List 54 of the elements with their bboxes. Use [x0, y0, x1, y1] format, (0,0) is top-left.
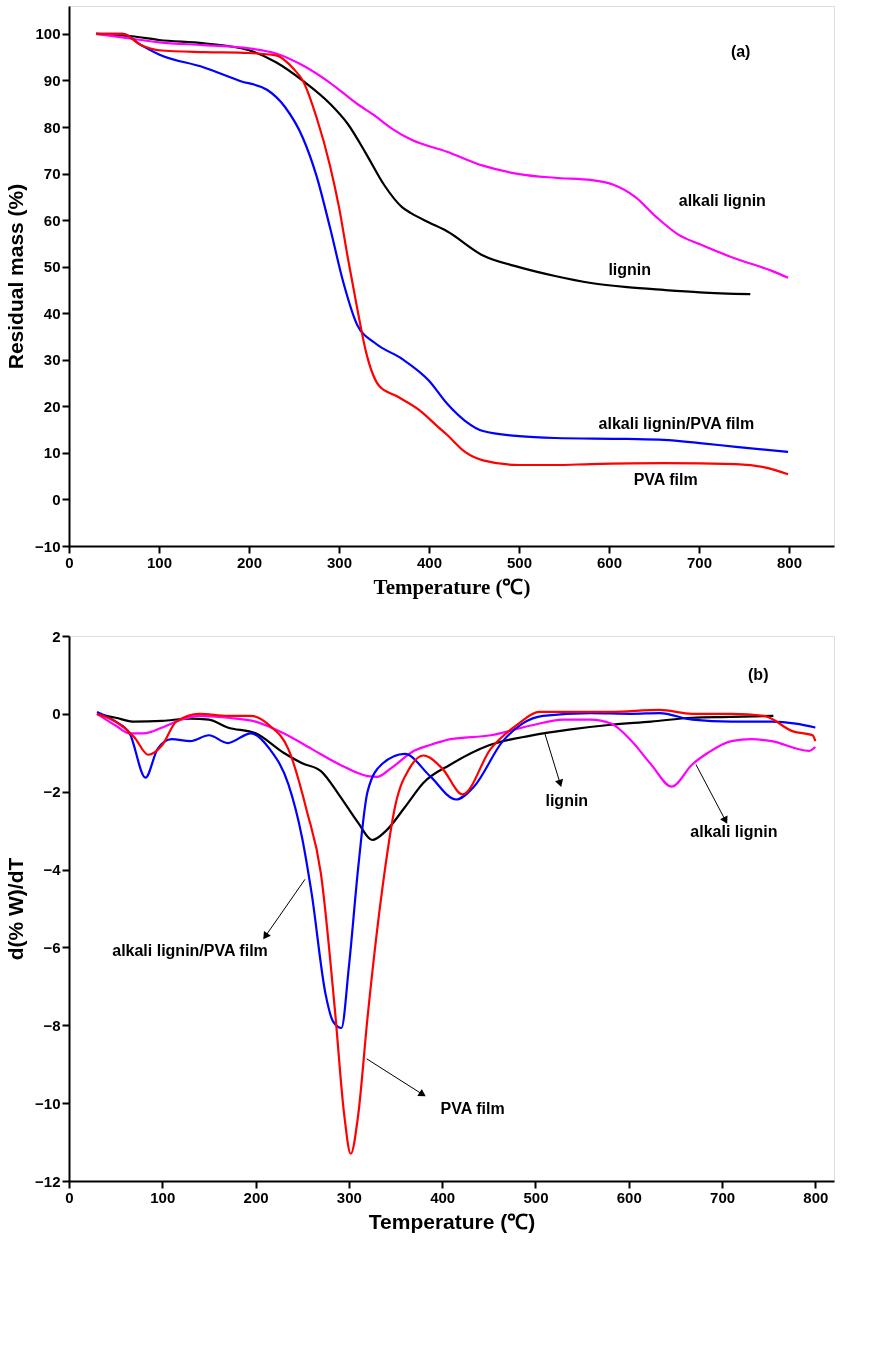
- annotation: alkali lignin/PVA film: [112, 942, 268, 960]
- y-tick-label: 10: [43, 444, 61, 462]
- y-tick-label: −12: [35, 1172, 61, 1190]
- x-tick-label: 200: [243, 1188, 269, 1206]
- y-tick-label: 0: [52, 705, 61, 723]
- y-tick-label: −10: [35, 537, 61, 555]
- y-axis-title: Residual mass (%): [4, 183, 28, 370]
- x-axis-title: Temperature (℃): [373, 574, 531, 599]
- y-tick-label: 80: [43, 118, 61, 136]
- x-tick-label: 600: [616, 1188, 642, 1206]
- annotation: PVA film: [440, 1099, 505, 1117]
- annotation: alkali lignin: [678, 192, 766, 210]
- x-tick-label: 100: [150, 1188, 176, 1206]
- x-tick-label: 500: [506, 553, 533, 571]
- x-tick-label: 800: [776, 553, 803, 571]
- x-tick-label: 300: [326, 553, 353, 571]
- y-tick-label: −2: [43, 783, 61, 801]
- x-tick-label: 700: [710, 1188, 736, 1206]
- y-tick-label: −10: [35, 1094, 61, 1112]
- annotation: alkali lignin: [690, 823, 778, 841]
- y-tick-label: 2: [52, 627, 61, 645]
- annotation: lignin: [545, 792, 589, 810]
- y-tick-label: 40: [43, 304, 61, 322]
- x-tick-label: 700: [686, 553, 713, 571]
- x-tick-label: 200: [236, 553, 263, 571]
- x-tick-label: 500: [523, 1188, 549, 1206]
- y-tick-label: 70: [43, 165, 61, 183]
- y-tick-label: −4: [43, 861, 62, 879]
- y-tick-label: 90: [43, 71, 61, 89]
- y-axis-title: d(% W)/dT: [4, 857, 28, 961]
- line-series: [95, 710, 817, 1030]
- annotation: alkali lignin/PVA film: [598, 414, 755, 432]
- x-tick-label: 400: [416, 553, 443, 571]
- annotation: PVA film: [633, 471, 698, 489]
- x-tick-label: 300: [336, 1188, 362, 1206]
- y-tick-label: 20: [43, 397, 61, 415]
- x-tick-label: 0: [65, 1188, 74, 1206]
- y-tick-label: 0: [52, 490, 61, 508]
- x-tick-label: 800: [803, 1188, 829, 1206]
- annotation: (b): [748, 665, 769, 683]
- y-tick-label: 100: [35, 25, 61, 43]
- y-tick-label: −6: [43, 938, 61, 956]
- x-axis-title: Temperature (℃): [368, 1209, 536, 1233]
- x-tick-label: 400: [430, 1188, 456, 1206]
- y-tick-label: −8: [43, 1016, 61, 1034]
- annotation: lignin: [608, 260, 652, 278]
- y-tick-label: 60: [43, 211, 61, 229]
- x-tick-label: 600: [596, 553, 623, 571]
- y-tick-label: 30: [43, 351, 61, 369]
- x-tick-label: 100: [146, 553, 173, 571]
- y-tick-label: 50: [43, 258, 61, 276]
- annotation: (a): [730, 43, 751, 61]
- x-tick-label: 0: [65, 553, 74, 571]
- line-series: [95, 708, 817, 1155]
